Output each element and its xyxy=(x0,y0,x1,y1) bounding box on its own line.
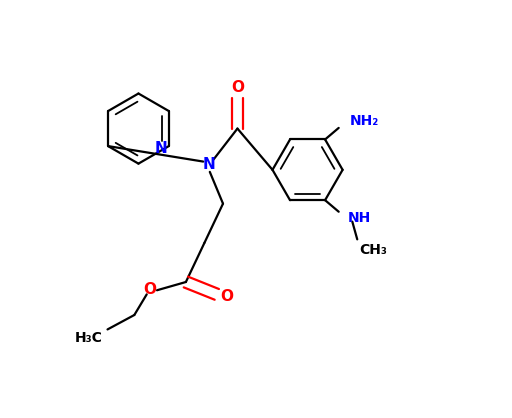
Text: O: O xyxy=(143,281,156,296)
Text: N: N xyxy=(202,157,215,172)
Text: CH₃: CH₃ xyxy=(359,243,387,257)
Text: NH₂: NH₂ xyxy=(350,114,379,128)
Text: H₃C: H₃C xyxy=(75,331,103,345)
Text: NH: NH xyxy=(348,211,371,224)
Text: N: N xyxy=(155,141,168,155)
Text: O: O xyxy=(231,80,244,95)
Text: O: O xyxy=(221,289,233,304)
